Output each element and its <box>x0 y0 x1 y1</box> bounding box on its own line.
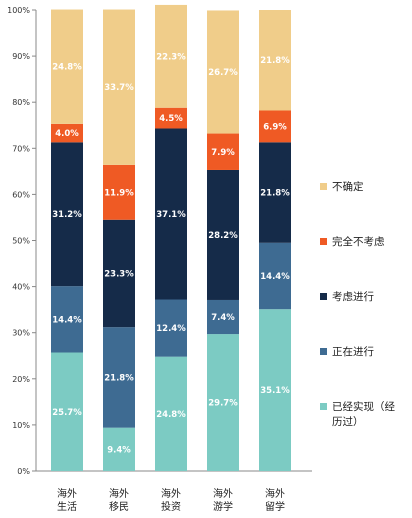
bar-segment <box>259 142 291 243</box>
y-tick-label: 0% <box>17 467 30 476</box>
data-label: 37.1% <box>156 210 186 220</box>
x-category-label: 生活 <box>57 500 77 513</box>
data-label: 11.9% <box>104 188 134 198</box>
bar-segment <box>155 356 187 471</box>
y-tick-label: 90% <box>12 52 30 61</box>
bar-segment <box>51 9 83 124</box>
bar-segment <box>51 286 83 353</box>
y-tick-label: 10% <box>12 421 30 430</box>
bar-segment <box>259 110 291 143</box>
x-category-label: 海外 <box>57 487 77 500</box>
y-tick-label: 80% <box>12 98 30 107</box>
bar-segment <box>51 142 83 287</box>
bar-segment <box>207 299 239 335</box>
y-tick-label: 20% <box>12 375 30 384</box>
bar-segment <box>103 427 135 471</box>
legend-label: 已经实现（经 <box>332 400 395 413</box>
legend-label: 正在进行 <box>332 345 374 358</box>
x-category-label: 游学 <box>213 500 233 513</box>
x-category-label: 投资 <box>161 500 181 513</box>
bar-segment <box>155 299 187 357</box>
data-label: 14.4% <box>260 272 290 282</box>
y-tick-label: 30% <box>12 329 30 338</box>
y-tick-label: 100% <box>7 6 30 15</box>
y-tick-label: 70% <box>12 144 30 153</box>
data-label: 33.7% <box>104 83 134 93</box>
data-label: 14.4% <box>52 315 82 325</box>
y-tick-label: 40% <box>12 283 30 292</box>
data-label: 6.9% <box>263 122 287 132</box>
data-label: 22.3% <box>156 52 186 62</box>
x-category-label: 留学 <box>265 500 285 513</box>
data-label: 21.8% <box>104 373 134 383</box>
bar-segment <box>155 107 187 129</box>
data-label: 21.8% <box>260 189 290 199</box>
x-category-label: 移民 <box>109 500 129 513</box>
bar-segment <box>207 334 239 471</box>
data-label: 24.8% <box>156 410 186 420</box>
bar-segment <box>103 164 135 220</box>
legend-label: 完全不考虑 <box>332 235 385 248</box>
legend-swatch <box>320 403 327 410</box>
data-label: 12.4% <box>156 324 186 334</box>
bar-segment <box>155 128 187 300</box>
bar-segment <box>155 4 187 108</box>
x-category-label: 海外 <box>109 487 129 500</box>
bar-segment <box>103 327 135 428</box>
data-label: 4.5% <box>159 114 183 124</box>
bar-segment <box>207 169 239 300</box>
legend-label: 不确定 <box>332 180 364 193</box>
bar-segment <box>259 10 291 111</box>
data-label: 21.8% <box>260 56 290 66</box>
bar-segment <box>207 133 239 170</box>
legend-swatch <box>320 348 327 355</box>
legend-swatch <box>320 238 327 245</box>
data-label: 7.9% <box>211 148 235 158</box>
y-tick-label: 60% <box>12 190 30 199</box>
legend-label: 历过） <box>332 415 364 428</box>
data-label: 25.7% <box>52 408 82 418</box>
y-tick-label: 50% <box>12 237 30 246</box>
data-label: 35.1% <box>260 386 290 396</box>
x-category-label: 海外 <box>161 487 181 500</box>
data-label: 31.2% <box>52 210 82 220</box>
data-label: 29.7% <box>208 399 238 409</box>
data-label: 26.7% <box>208 68 238 78</box>
bar-segment <box>259 242 291 310</box>
bar-segment <box>103 9 135 165</box>
legend-label: 考虑进行 <box>332 290 374 303</box>
bar-segment <box>51 352 83 471</box>
legend-swatch <box>320 183 327 190</box>
x-category-label: 海外 <box>265 487 285 500</box>
legend-swatch <box>320 293 327 300</box>
data-label: 9.4% <box>107 445 131 455</box>
data-label: 4.0% <box>55 129 79 139</box>
data-label: 24.8% <box>52 63 82 73</box>
data-label: 28.2% <box>208 231 238 241</box>
data-label: 23.3% <box>104 269 134 279</box>
bar-segment <box>51 123 83 143</box>
data-label: 7.4% <box>211 313 235 323</box>
bar-segment <box>103 219 135 328</box>
bar-segment <box>259 309 291 471</box>
x-category-label: 海外 <box>213 487 233 500</box>
bar-segment <box>207 10 239 134</box>
